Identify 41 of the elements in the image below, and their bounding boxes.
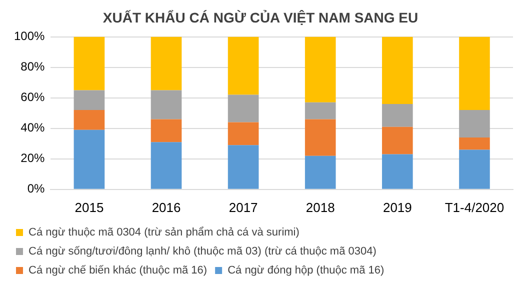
- bar: [150, 90, 182, 120]
- chart-title: XUẤT KHẨU CÁ NGỪ CỦA VIỆT NAM SANG EU: [102, 9, 418, 26]
- bar: [74, 36, 105, 90]
- bar: [74, 90, 105, 110]
- bar: [304, 36, 336, 102]
- bar: [150, 119, 182, 142]
- bar: [459, 150, 490, 189]
- x-tick-label: 2019: [382, 200, 412, 215]
- bar: [150, 36, 182, 90]
- bar: [150, 142, 182, 189]
- x-tick-label: 2015: [74, 200, 104, 215]
- bar: [228, 145, 259, 189]
- x-tick-label: 2017: [228, 200, 258, 215]
- y-tick-label: 20%: [20, 151, 46, 166]
- bar: [304, 156, 336, 189]
- legend-label: Cá ngừ sống/tươi/đông lạnh/ khô (thuộc mã 03) (trừ cá thuộc mã 0304): [28, 246, 376, 258]
- y-tick-label: 100%: [14, 29, 46, 44]
- y-tick-label: 60%: [20, 90, 46, 104]
- y-tick-label: 0%: [27, 182, 46, 196]
- bar: [382, 154, 413, 189]
- legend-label: Cá ngừ đóng hộp (thuộc mã 16): [228, 264, 384, 277]
- legend-label: Cá ngừ chế biến khác (thuộc mã 16): [28, 264, 208, 277]
- bar: [228, 122, 259, 146]
- x-tick-label: 2016: [152, 200, 181, 215]
- x-tick-label: 2018: [306, 200, 335, 215]
- bar: [382, 104, 413, 127]
- bar: [459, 110, 490, 138]
- bar: [74, 110, 105, 130]
- bar: [382, 126, 413, 154]
- y-tick-label: 40%: [20, 120, 46, 135]
- bar: [228, 94, 259, 122]
- x-tick-label: T1-4/2020: [444, 200, 504, 215]
- bar: [382, 36, 413, 104]
- y-tick-label: 80%: [20, 60, 46, 74]
- bar: [304, 119, 336, 156]
- bar: [228, 36, 259, 95]
- bar: [459, 138, 490, 150]
- bar: [459, 36, 490, 110]
- bar: [304, 102, 336, 120]
- bar: [74, 130, 105, 189]
- legend-label: Cá ngừ thuộc mã 0304 (trừ sản phẩm chả cá và surimi): [28, 226, 300, 239]
